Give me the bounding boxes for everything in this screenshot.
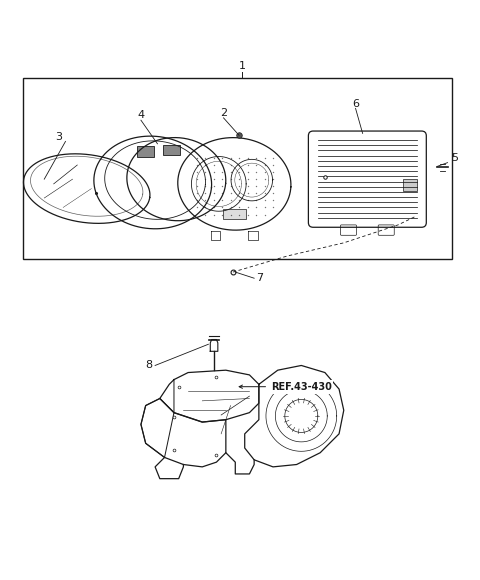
Text: 1: 1 <box>239 61 246 71</box>
FancyBboxPatch shape <box>223 209 246 219</box>
Text: 7: 7 <box>256 273 264 283</box>
Text: 2: 2 <box>220 108 227 118</box>
Text: 3: 3 <box>55 132 62 142</box>
Bar <box>23 78 452 259</box>
FancyBboxPatch shape <box>137 146 154 157</box>
Text: REF.43-430: REF.43-430 <box>271 382 332 392</box>
Text: 5: 5 <box>451 153 458 163</box>
Text: 8: 8 <box>145 360 153 371</box>
FancyBboxPatch shape <box>403 179 417 191</box>
Text: 4: 4 <box>137 110 144 121</box>
FancyBboxPatch shape <box>163 145 180 155</box>
Text: 6: 6 <box>352 99 359 108</box>
